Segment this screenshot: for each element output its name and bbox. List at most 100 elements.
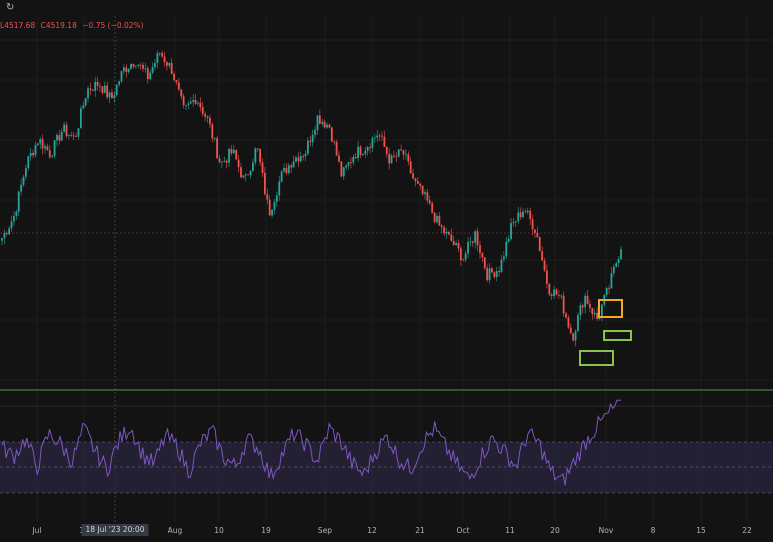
candle-body [342, 167, 345, 177]
x-tick-label: 19 [261, 526, 271, 535]
orange-highlight-box[interactable] [598, 299, 623, 318]
candle-body [244, 174, 247, 176]
candle-body [433, 212, 436, 223]
candle-body [216, 138, 218, 159]
candle-body [149, 72, 152, 80]
candle-body [185, 104, 187, 106]
candle-body [581, 305, 584, 308]
candle-body [127, 68, 130, 72]
x-tick-label: Aug [167, 526, 183, 535]
candle-body [63, 124, 66, 132]
candle-body [192, 99, 195, 102]
candle-body [426, 192, 429, 201]
candle-body [469, 241, 472, 243]
candle-body [419, 183, 422, 186]
candle-body [569, 327, 572, 334]
candle-body [187, 103, 190, 105]
candle-body [366, 147, 369, 151]
candle-body [610, 273, 613, 289]
candle-body [517, 212, 520, 222]
candle-body [612, 266, 615, 274]
green-highlight-box-right[interactable] [603, 330, 632, 341]
ohlc-legend: L4517.68 C4519.18 −0.75 (−0.02%) [0, 21, 147, 30]
green-highlight-box-low[interactable] [579, 350, 614, 366]
x-tick-label: 15 [696, 526, 706, 535]
candle-body [476, 231, 479, 246]
candle-body [58, 135, 61, 141]
legend-low: L4517.68 [0, 21, 36, 30]
candle-body [70, 135, 73, 137]
candle-body [60, 131, 63, 141]
candle-body [402, 150, 405, 155]
candle-body [507, 238, 510, 242]
candle-body [1, 238, 3, 241]
candle-body [237, 159, 240, 168]
candle-body [206, 116, 209, 118]
candle-body [572, 333, 575, 341]
candle-body [345, 165, 348, 168]
price-candles[interactable] [1, 50, 622, 347]
candle-body [182, 96, 185, 106]
candle-body [493, 272, 496, 277]
candle-body [8, 228, 11, 235]
candle-body [24, 168, 27, 177]
candle-body [201, 107, 204, 114]
candle-body [56, 135, 58, 141]
candle-body [108, 92, 111, 98]
candle-body [328, 124, 331, 128]
candle-body [510, 223, 512, 239]
candle-body [416, 181, 419, 184]
candle-body [41, 139, 44, 149]
candle-body [455, 243, 457, 246]
reload-icon[interactable]: ↻ [6, 2, 15, 13]
candle-body [266, 194, 269, 200]
candle-body [134, 65, 137, 67]
candle-body [409, 161, 412, 174]
x-tick-label: Oct [456, 526, 470, 535]
candle-body [512, 222, 515, 224]
candle-body [34, 145, 37, 156]
candle-body [321, 121, 324, 124]
candle-body [278, 181, 281, 196]
candle-body [381, 135, 383, 137]
candle-body [113, 95, 116, 99]
candle-body [48, 150, 51, 158]
candle-body [84, 98, 87, 106]
candle-body [338, 155, 340, 162]
candle-body [579, 305, 582, 316]
candle-body [180, 89, 183, 97]
candle-body [378, 135, 381, 137]
candle-body [254, 148, 257, 163]
candle-body [285, 167, 288, 174]
rsi-line[interactable] [1, 399, 621, 486]
candle-body [75, 136, 77, 137]
candle-body [290, 165, 293, 168]
candle-body [5, 233, 8, 235]
candle-body [158, 53, 161, 54]
candle-body [483, 257, 486, 269]
candle-body [596, 312, 599, 319]
candle-body [577, 315, 579, 331]
candle-body [211, 124, 214, 139]
candle-body [536, 232, 539, 238]
candle-body [103, 85, 106, 93]
candle-body [340, 161, 343, 177]
candle-body [280, 171, 283, 182]
candle-body [297, 157, 300, 162]
candle-body [414, 178, 417, 182]
candle-body [87, 88, 89, 99]
candle-body [589, 303, 591, 308]
candle-body [137, 64, 140, 66]
candle-body [359, 146, 362, 156]
candle-body [357, 146, 360, 159]
candle-body [204, 113, 207, 117]
candle-body [548, 283, 551, 295]
candle-body [17, 191, 20, 212]
candle-body [36, 143, 39, 146]
candle-body [46, 146, 49, 151]
grid [0, 16, 773, 522]
x-tick-label: 8 [650, 526, 656, 535]
candle-body [519, 212, 522, 218]
candle-body [118, 81, 121, 85]
